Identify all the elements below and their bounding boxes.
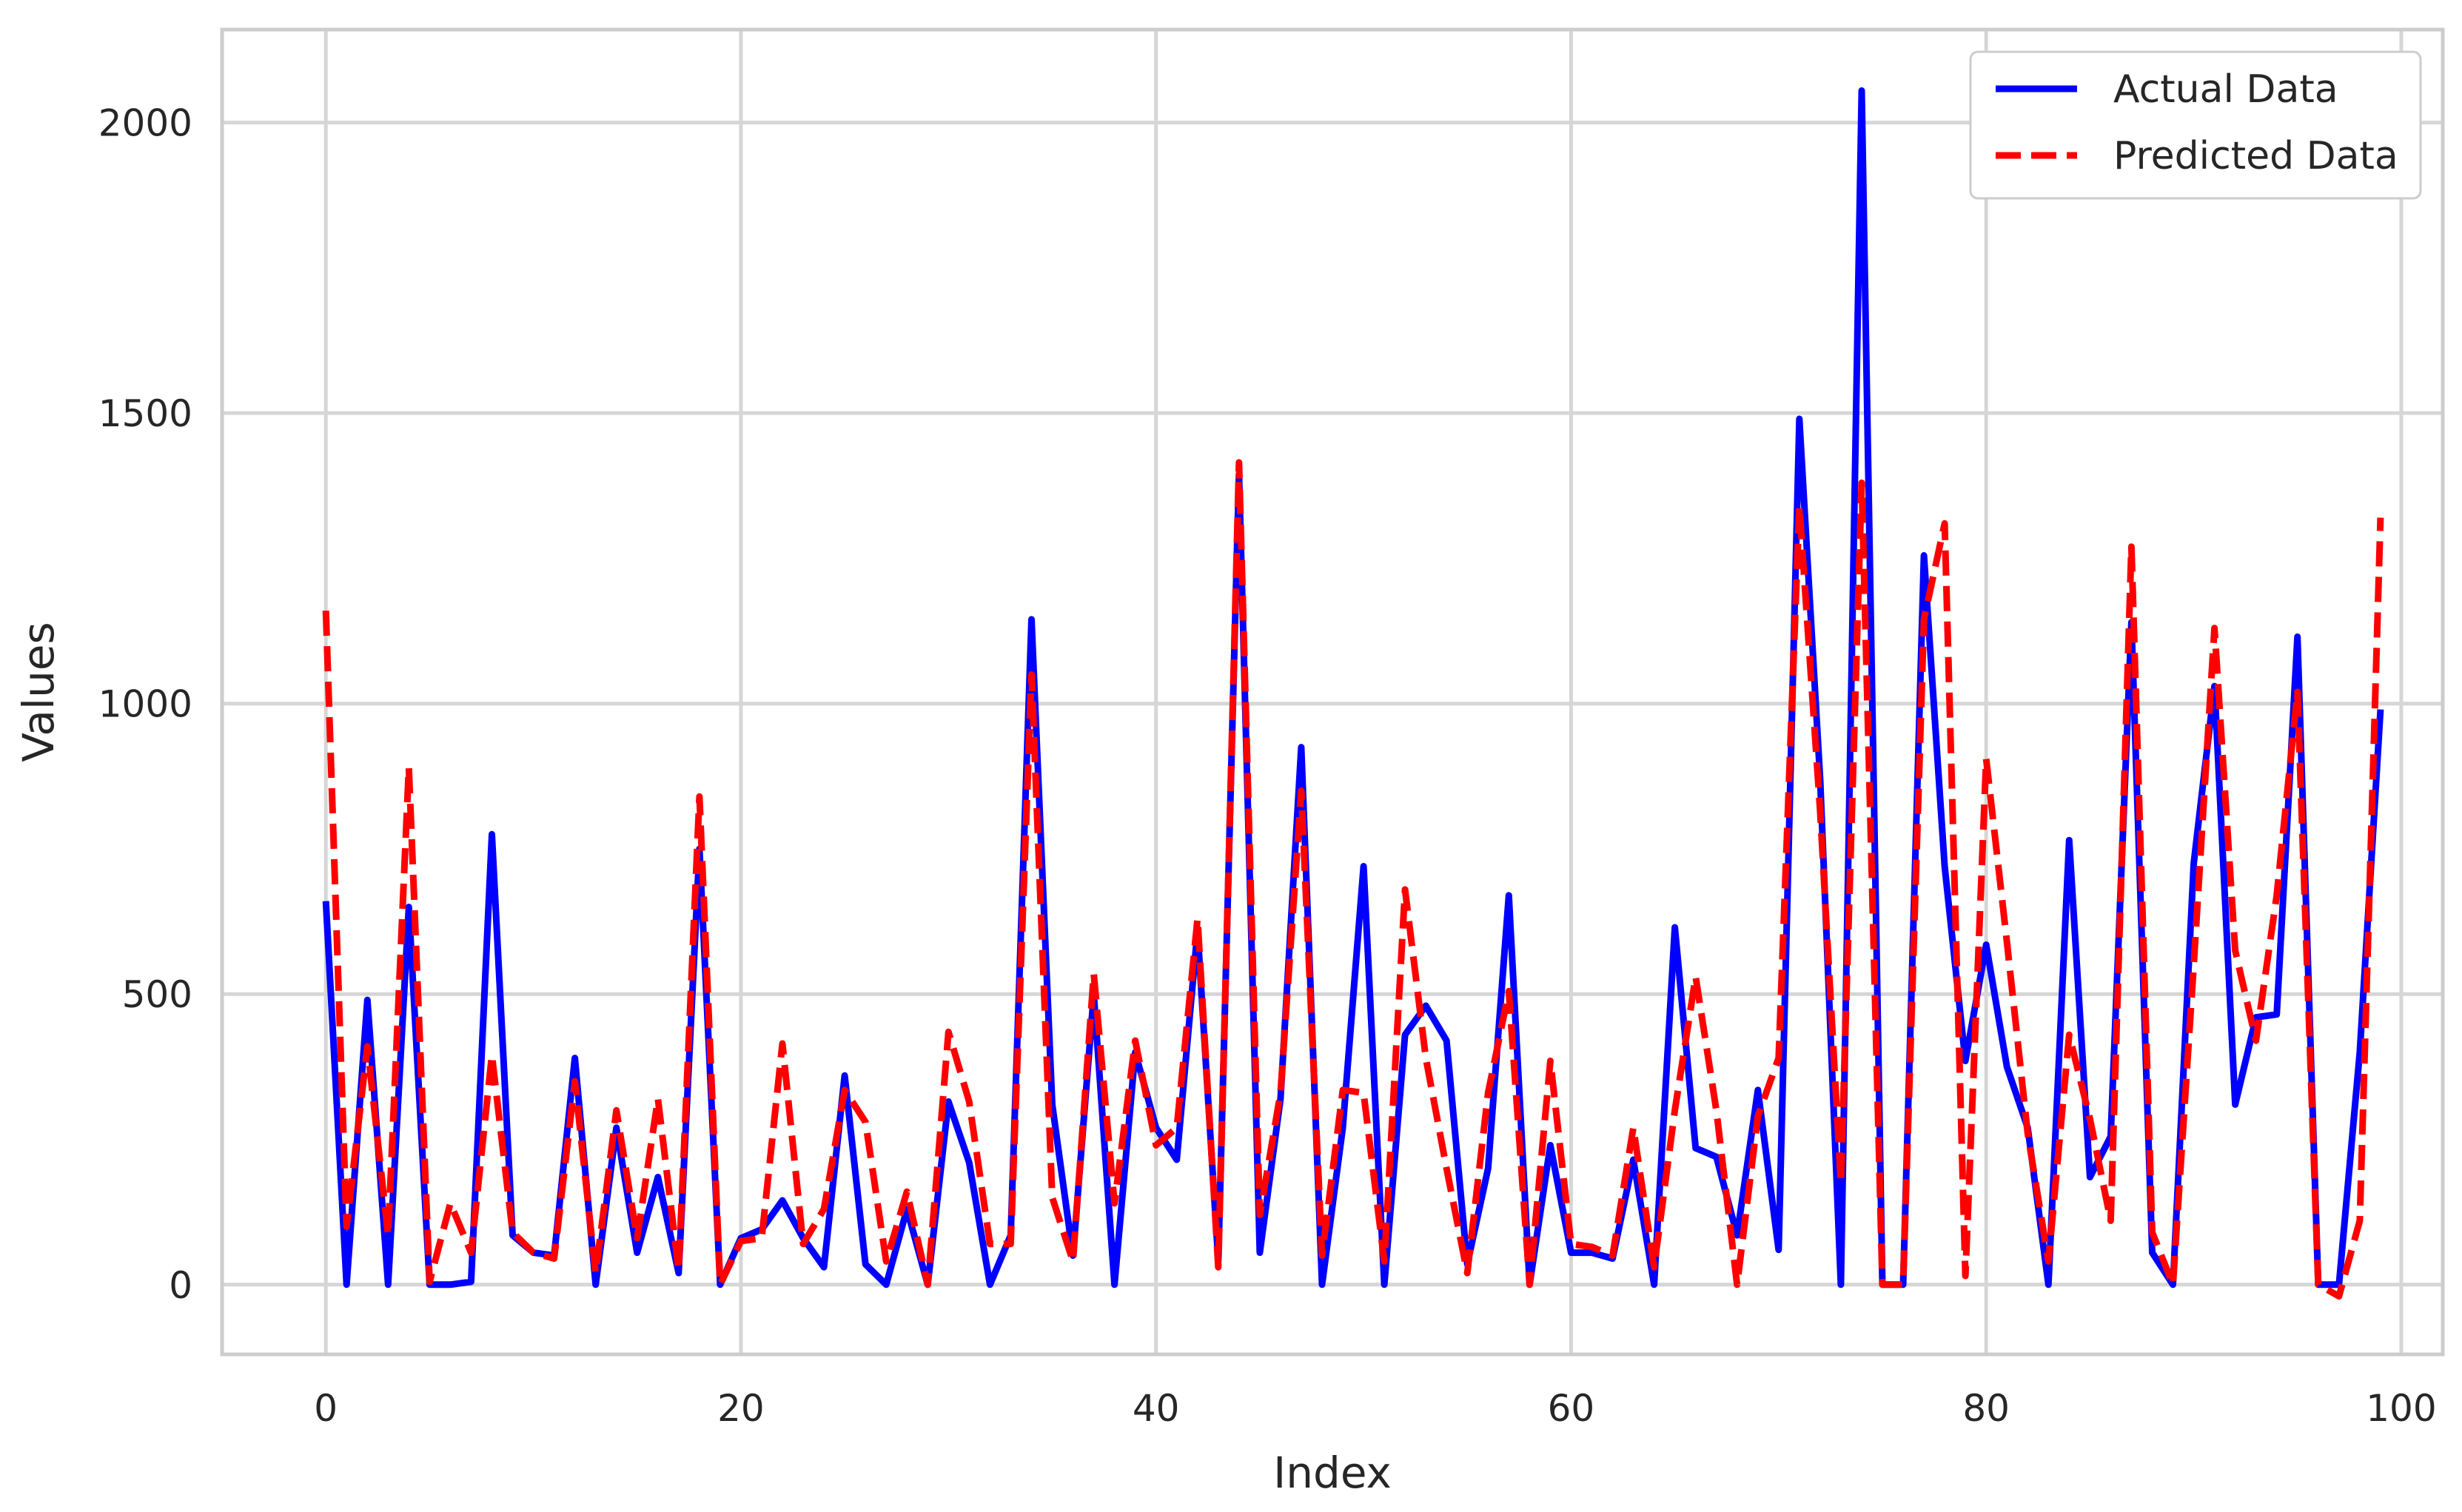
x-tick-label: 60 (1548, 1387, 1595, 1430)
x-tick-labels: 0 20 40 60 80 100 (314, 1387, 2436, 1430)
y-tick-label: 1500 (98, 392, 192, 435)
y-tick-labels: 0 500 1000 1500 2000 (98, 102, 192, 1307)
y-tick-label: 2000 (98, 102, 192, 145)
x-tick-label: 20 (717, 1387, 765, 1430)
y-tick-label: 0 (169, 1264, 192, 1307)
y-axis-label: Values (13, 622, 64, 762)
grid (222, 30, 2443, 1354)
y-tick-label: 500 (122, 973, 192, 1016)
x-axis-label: Index (1273, 1448, 1392, 1498)
series-line-predicted-data (322, 459, 2384, 1300)
legend-box (1969, 50, 2422, 200)
x-tick-label: 100 (2366, 1387, 2436, 1430)
x-tick-label: 80 (1962, 1387, 2010, 1430)
plot-frame (220, 27, 2445, 1357)
legend: Actual Data Predicted Data (1969, 50, 2422, 200)
legend-label-predicted-data: Predicted Data (2113, 134, 2398, 178)
x-tick-label: 0 (314, 1387, 338, 1430)
x-tick-label: 40 (1133, 1387, 1180, 1430)
series-layer (322, 87, 2384, 1300)
plot-area (222, 30, 2443, 1354)
y-tick-label: 1000 (98, 683, 192, 726)
legend-label-actual-data: Actual Data (2113, 67, 2338, 112)
